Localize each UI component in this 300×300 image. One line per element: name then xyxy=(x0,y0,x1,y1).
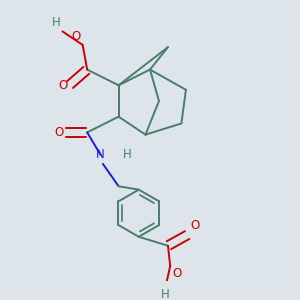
Text: O: O xyxy=(71,30,80,43)
Text: O: O xyxy=(172,267,182,280)
Text: O: O xyxy=(54,126,64,139)
Text: N: N xyxy=(96,148,105,161)
Text: H: H xyxy=(161,288,170,300)
Text: H: H xyxy=(52,16,60,29)
Text: O: O xyxy=(190,219,200,232)
Text: O: O xyxy=(59,79,68,92)
Text: H: H xyxy=(123,148,132,161)
